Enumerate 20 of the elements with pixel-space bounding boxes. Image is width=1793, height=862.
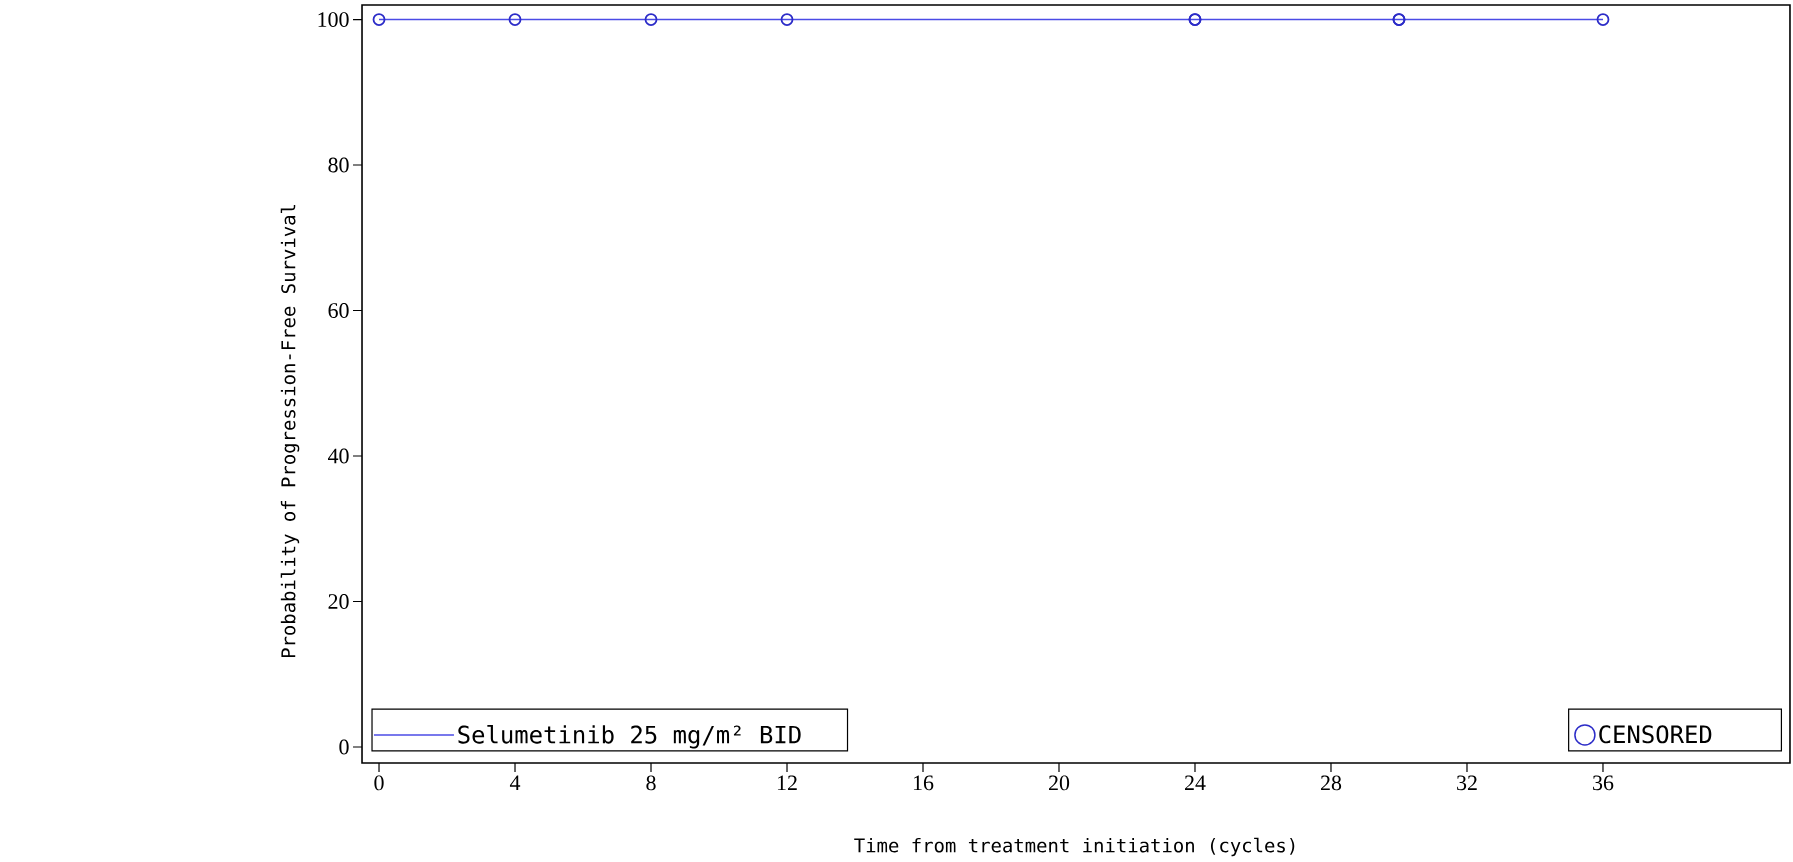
legend-label: CENSORED [1599, 725, 1712, 744]
x-tick-label: 16 [913, 775, 934, 791]
y-tick-label: 20 [328, 594, 349, 609]
x-axis-title: Time from treatment initiation (cycles) [854, 837, 1295, 857]
x-tick-label: 24 [1185, 775, 1206, 791]
x-tick-label: 4 [509, 775, 521, 790]
x-tick-label: 0 [374, 775, 384, 791]
y-tick-label: 80 [328, 157, 349, 173]
y-axis-title: Probability of Progression-Free Survival [280, 204, 300, 658]
y-tick-label: 0 [339, 739, 349, 755]
x-tick-label: 12 [777, 775, 797, 791]
x-tick-label: 36 [1593, 775, 1614, 791]
y-tick-label: 100 [318, 12, 349, 27]
y-tick-label: 60 [328, 303, 349, 318]
x-tick-label: 20 [1049, 775, 1070, 791]
y-tick-label: 40 [328, 448, 349, 464]
x-tick-label: 8 [646, 775, 656, 791]
x-tick-label: 28 [1321, 775, 1342, 791]
legend-label: Selumetinib 25 mg/m² BID [458, 725, 801, 749]
x-tick-label: 32 [1457, 775, 1477, 791]
